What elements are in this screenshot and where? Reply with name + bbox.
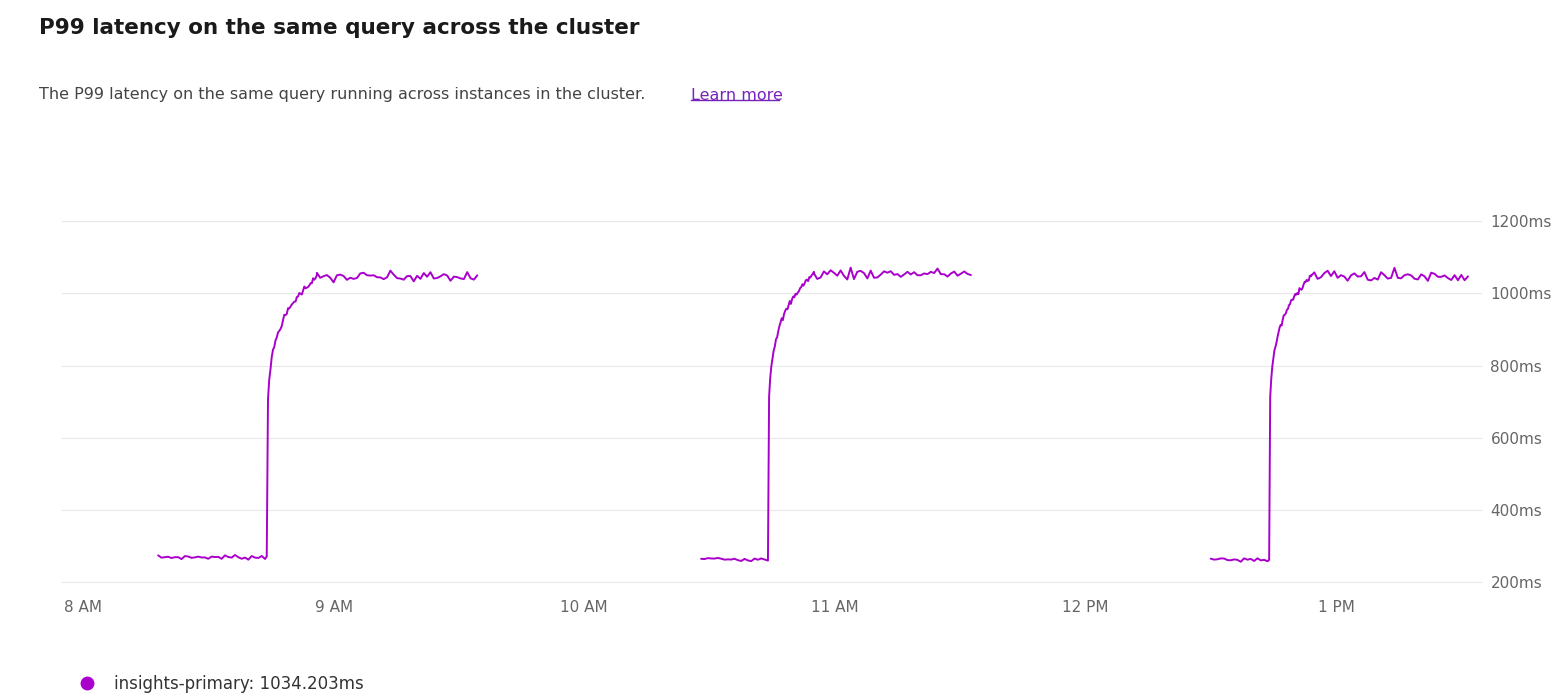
Legend: insights-primary: 1034.203ms: insights-primary: 1034.203ms [70,675,363,693]
Text: Learn more: Learn more [691,88,782,102]
Text: P99 latency on the same query across the cluster: P99 latency on the same query across the… [39,18,639,38]
Text: The P99 latency on the same query running across instances in the cluster.: The P99 latency on the same query runnin… [39,88,650,102]
